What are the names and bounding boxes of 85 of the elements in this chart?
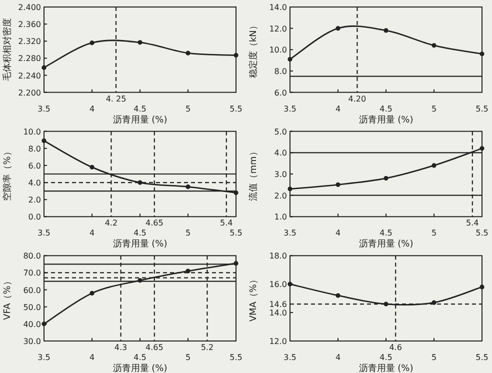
y-tick-label: 60.0 <box>23 286 41 295</box>
x-tick-label: 3.5 <box>284 353 296 362</box>
x-axis-title: 沥青用量 (%) <box>112 114 168 126</box>
x-tick-label: 5.5 <box>476 353 488 362</box>
x-tick-label: 5 <box>431 228 437 238</box>
x-tick-label: 5 <box>185 104 191 114</box>
y-tick-label: 0.0 <box>28 212 41 222</box>
y-tick-label: 16.0 <box>269 280 287 290</box>
x-tick-label: 5 <box>185 353 191 362</box>
y-axis-title: VFA（%） <box>3 276 13 320</box>
x-tick-label: 4 <box>89 353 95 362</box>
x-tick-label: 4 <box>335 104 341 114</box>
y-tick-label: 50.0 <box>23 302 41 312</box>
y-tick-label: 40.0 <box>23 320 41 329</box>
y-axis-title: 毛体积相对密度 <box>2 18 13 82</box>
ref-line-label: 4.20 <box>348 94 366 104</box>
y-tick-label: 10.0 <box>23 127 41 136</box>
x-tick-label: 5 <box>185 228 191 238</box>
ref-line-label: 4. 25 <box>106 94 126 104</box>
x-tick-label: 3.5 <box>284 228 296 238</box>
y-tick-label: 30.0 <box>23 337 41 346</box>
x-tick-label: 5.5 <box>476 228 488 238</box>
ref-line-label: 4.6 <box>389 343 402 352</box>
y-tick-label: 6.0 <box>28 161 41 170</box>
ref-line-label: 5.2 <box>200 343 214 352</box>
y-tick-label: 5.0 <box>274 127 287 136</box>
ref-line-label: 4.2 <box>104 218 118 228</box>
x-tick-label: 4 <box>335 353 341 362</box>
y-tick-label: 70.0 <box>23 268 41 278</box>
ref-line-label: 4.65 <box>145 343 164 352</box>
ref-line-label: 5.4 <box>220 218 233 228</box>
y-tick-label: 18.0 <box>269 252 287 261</box>
y-tick-label: 2.320 <box>18 37 41 46</box>
x-axis-title: 沥青用量 (%) <box>112 238 168 250</box>
x-tick-label: 4.5 <box>380 353 392 362</box>
y-axis-title: 稳定度（kN） <box>248 21 259 78</box>
x-axis-title: 沥青用量 (%) <box>358 114 414 126</box>
x-tick-label: 4.5 <box>134 353 146 362</box>
x-tick-label: 3.5 <box>284 104 296 114</box>
x-tick-label: 5.5 <box>230 104 242 114</box>
x-axis-title: 沥青用量 (%) <box>112 363 168 373</box>
x-tick-label: 3.5 <box>38 104 50 114</box>
y-tick-label: 2.240 <box>18 71 41 80</box>
ref-line-label: 4.3 <box>114 343 128 352</box>
y-tick-label: 8.0 <box>28 144 41 154</box>
y-tick-label: 8.0 <box>274 67 287 76</box>
x-tick-label: 5.5 <box>230 353 242 362</box>
ref-line-label: 14.6 <box>269 300 287 310</box>
x-tick-label: 5.5 <box>476 104 488 114</box>
y-tick-label: 14.0 <box>269 308 287 318</box>
y-axis-title: 空隙率（%） <box>2 147 13 201</box>
ref-line-label: 4.65 <box>145 218 164 228</box>
y-tick-label: 10.0 <box>269 46 287 55</box>
y-tick-label: 12.0 <box>269 337 287 346</box>
y-tick-label: 6.0 <box>274 88 287 98</box>
y-tick-label: 2.280 <box>18 54 41 64</box>
y-tick-label: 2.400 <box>18 3 41 12</box>
y-tick-label: 2.0 <box>274 191 287 200</box>
y-tick-label: 80.0 <box>23 252 41 261</box>
x-tick-label: 4 <box>89 228 95 238</box>
x-tick-label: 5 <box>431 104 437 114</box>
x-tick-label: 4.5 <box>380 104 392 114</box>
x-axis-title: 沥青用量 (%) <box>358 238 414 250</box>
x-tick-label: 3.5 <box>38 228 50 238</box>
x-tick-label: 5 <box>431 353 437 362</box>
y-tick-label: 2.360 <box>18 20 41 30</box>
x-tick-label: 3.5 <box>38 353 50 362</box>
x-tick-label: 4 <box>335 228 341 238</box>
y-axis-title: 流值（mm） <box>248 147 259 201</box>
y-tick-label: 1.0 <box>274 212 287 222</box>
x-tick-label: 5.5 <box>230 228 242 238</box>
x-tick-label: 4 <box>89 104 95 114</box>
x-axis-title: 沥青用量 (%) <box>358 363 414 373</box>
y-tick-label: 2.200 <box>18 88 41 98</box>
x-tick-label: 4.5 <box>134 228 146 238</box>
ref-line-label: 5.4 <box>466 218 479 228</box>
y-tick-label: 4.0 <box>274 148 287 158</box>
x-tick-label: 4.5 <box>134 104 146 114</box>
y-tick-label: 12.0 <box>269 24 287 34</box>
y-tick-label: 4.0 <box>28 178 41 188</box>
y-tick-label: 2.0 <box>28 196 41 205</box>
y-axis-title: VMA（%） <box>249 275 259 322</box>
y-tick-label: 14.0 <box>269 3 287 12</box>
x-tick-label: 4.5 <box>380 228 392 238</box>
y-tick-label: 3.0 <box>274 170 287 179</box>
